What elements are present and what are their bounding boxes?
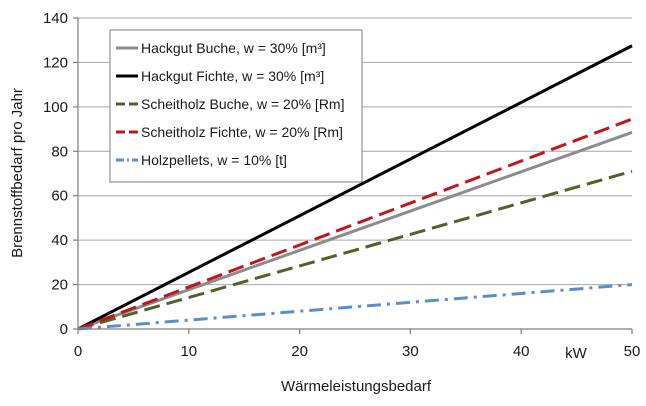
- series-line-3: [77, 169, 633, 331]
- x-tick-label-20: 20: [291, 343, 308, 360]
- axes: [73, 17, 633, 334]
- x-axis-label: Wärmeleistungsbedarf: [281, 378, 432, 395]
- x-unit-label: kW: [565, 345, 588, 362]
- y-tick-label-100: 100: [43, 99, 68, 116]
- x-tick-labels: 0 10 20 30 40 50: [74, 343, 641, 360]
- x-tick-label-40: 40: [513, 343, 530, 360]
- x-tick-label-10: 10: [180, 343, 197, 360]
- y-tick-label-40: 40: [51, 232, 68, 249]
- series-lines: [77, 44, 633, 331]
- series-line-5: [77, 283, 633, 331]
- x-tick-label-30: 30: [402, 343, 419, 360]
- y-tick-label-120: 120: [43, 54, 68, 71]
- y-tick-label-140: 140: [43, 10, 68, 27]
- series-line-2: [77, 44, 633, 331]
- y-tick-labels: 0 20 40 60 80 100 120 140: [43, 10, 68, 338]
- legend-entry-5: Holzpellets, w = 10% [t]: [141, 152, 287, 168]
- legend-box: [109, 29, 363, 183]
- y-axis-label: Brennstoffbedarf pro Jahr: [9, 88, 26, 258]
- legend-entry-3: Scheitholz Buche, w = 20% [Rm]: [141, 96, 345, 112]
- series-line-1: [77, 130, 633, 331]
- legend-entry-2: Hackgut Fichte, w = 30% [m³]: [141, 68, 324, 84]
- y-tick-label-0: 0: [60, 321, 68, 338]
- series-line-4: [77, 117, 633, 331]
- x-tick-label-50: 50: [624, 343, 641, 360]
- x-tick-label-0: 0: [74, 343, 82, 360]
- y-tick-label-80: 80: [51, 143, 68, 160]
- legend-entry-1: Hackgut Buche, w = 30% [m³]: [141, 40, 326, 56]
- legend: Hackgut Buche, w = 30% [m³] Hackgut Ficht…: [109, 29, 363, 183]
- y-tick-label-20: 20: [51, 277, 68, 294]
- y-tick-label-60: 60: [51, 188, 68, 205]
- legend-entry-4: Scheitholz Fichte, w = 20% [Rm]: [141, 124, 343, 140]
